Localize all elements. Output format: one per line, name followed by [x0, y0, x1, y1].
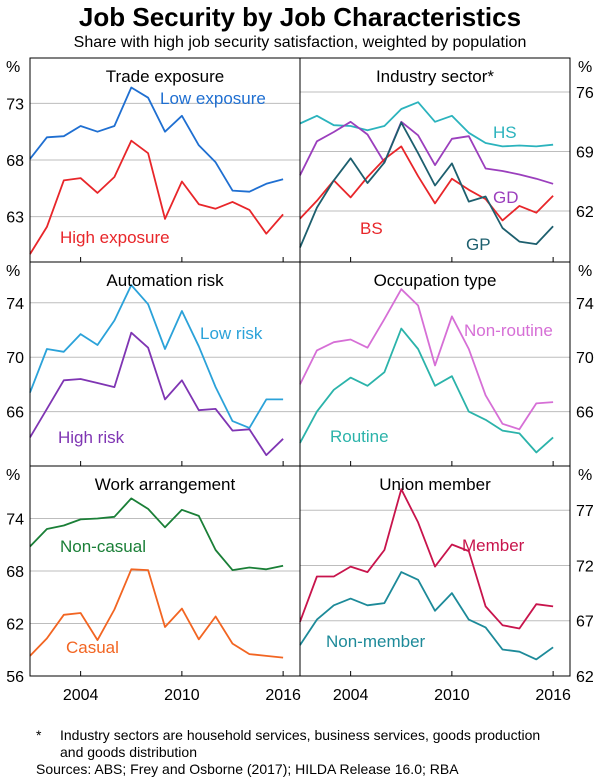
unit-label-right: %	[578, 59, 592, 76]
x-tick-label: 2010	[164, 687, 200, 704]
automation-risk-y-tick-label: 74	[6, 296, 24, 313]
union-member-legend-non-member: Non-member	[326, 632, 426, 651]
occupation-type-y-tick-label: 66	[576, 405, 594, 422]
automation-risk-legend-low-risk: Low risk	[200, 324, 263, 343]
unit-label-left: %	[6, 263, 20, 280]
occupation-type-legend-routine: Routine	[330, 427, 389, 446]
chart-subtitle: Share with high job security satisfactio…	[73, 34, 527, 51]
union-member-legend-member: Member	[462, 536, 525, 555]
union-member-y-tick-label: 72	[576, 558, 594, 575]
work-arrangement-y-tick-label: 62	[6, 617, 24, 634]
industry-sector-series-hs	[299, 101, 554, 148]
unit-label-left: %	[6, 467, 20, 484]
chart-title: Job Security by Job Characteristics	[78, 2, 522, 32]
union-member-y-tick-label: 77	[576, 503, 594, 520]
trade-exposure-legend-high-exposure: High exposure	[60, 228, 170, 247]
occupation-type-y-tick-label: 70	[576, 350, 594, 367]
union-member-panel-title: Union member	[379, 475, 491, 494]
occupation-type-panel-title: Occupation type	[374, 271, 497, 290]
x-tick-label: 2016	[265, 687, 301, 704]
occupation-type-legend-non-routine: Non-routine	[464, 321, 553, 340]
automation-risk-series-high-risk	[29, 331, 284, 457]
work-arrangement-legend-non-casual: Non-casual	[60, 537, 146, 556]
work-arrangement-y-tick-label: 56	[6, 669, 24, 686]
work-arrangement-series-non-casual	[29, 497, 284, 571]
x-tick-label: 2004	[333, 687, 369, 704]
automation-risk-series-low-risk	[29, 284, 284, 429]
industry-sector-y-tick-label: 76	[576, 85, 594, 102]
union-member-series-member	[299, 488, 554, 630]
x-tick-label: 2016	[535, 687, 571, 704]
occupation-type-series-routine	[299, 327, 554, 454]
occupation-type-series-non-routine	[299, 288, 554, 431]
trade-exposure-y-tick-label: 73	[6, 96, 24, 113]
trade-exposure-y-tick-label: 68	[6, 153, 24, 170]
source-note: Sources: ABS; Frey and Osborne (2017); H…	[36, 761, 459, 777]
industry-sector-legend-gp: GP	[466, 235, 491, 254]
automation-risk-panel-title: Automation risk	[106, 271, 224, 290]
work-arrangement-y-tick-label: 74	[6, 512, 24, 529]
industry-sector-legend-bs: BS	[360, 219, 383, 238]
footnote-mark: *	[36, 727, 42, 743]
industry-sector-panel-title: Industry sector*	[376, 67, 494, 86]
trade-exposure-panel-title: Trade exposure	[106, 67, 224, 86]
trade-exposure-series-high-exposure	[29, 139, 284, 255]
automation-risk-legend-high-risk: High risk	[58, 428, 125, 447]
industry-sector-y-tick-label: 62	[576, 204, 594, 221]
work-arrangement-legend-casual: Casual	[66, 638, 119, 657]
union-member-series-non-member	[299, 571, 554, 661]
work-arrangement-series-casual	[29, 568, 284, 659]
work-arrangement-y-tick-label: 68	[6, 564, 24, 581]
x-tick-label: 2010	[434, 687, 470, 704]
work-arrangement-panel-title: Work arrangement	[95, 475, 236, 494]
industry-sector-legend-gd: GD	[493, 188, 519, 207]
industry-sector-legend-hs: HS	[493, 123, 517, 142]
trade-exposure-y-tick-label: 63	[6, 210, 24, 227]
trade-exposure-legend-low-exposure: Low exposure	[160, 89, 266, 108]
automation-risk-y-tick-label: 70	[6, 350, 24, 367]
unit-label-left: %	[6, 59, 20, 76]
industry-sector-series-gd	[299, 120, 554, 185]
industry-sector-y-tick-label: 69	[576, 145, 594, 162]
x-tick-label: 2004	[63, 687, 99, 704]
footnote: Industry sectors are household services,…	[60, 727, 541, 760]
industry-sector-series-gp	[299, 121, 554, 248]
industry-sector-series-bs	[299, 145, 554, 222]
unit-label-right: %	[578, 263, 592, 280]
unit-label-right: %	[578, 467, 592, 484]
trade-exposure-series-low-exposure	[29, 86, 284, 193]
automation-risk-y-tick-label: 66	[6, 405, 24, 422]
occupation-type-y-tick-label: 74	[576, 296, 594, 313]
union-member-y-tick-label: 67	[576, 614, 594, 631]
union-member-y-tick-label: 62	[576, 669, 594, 686]
